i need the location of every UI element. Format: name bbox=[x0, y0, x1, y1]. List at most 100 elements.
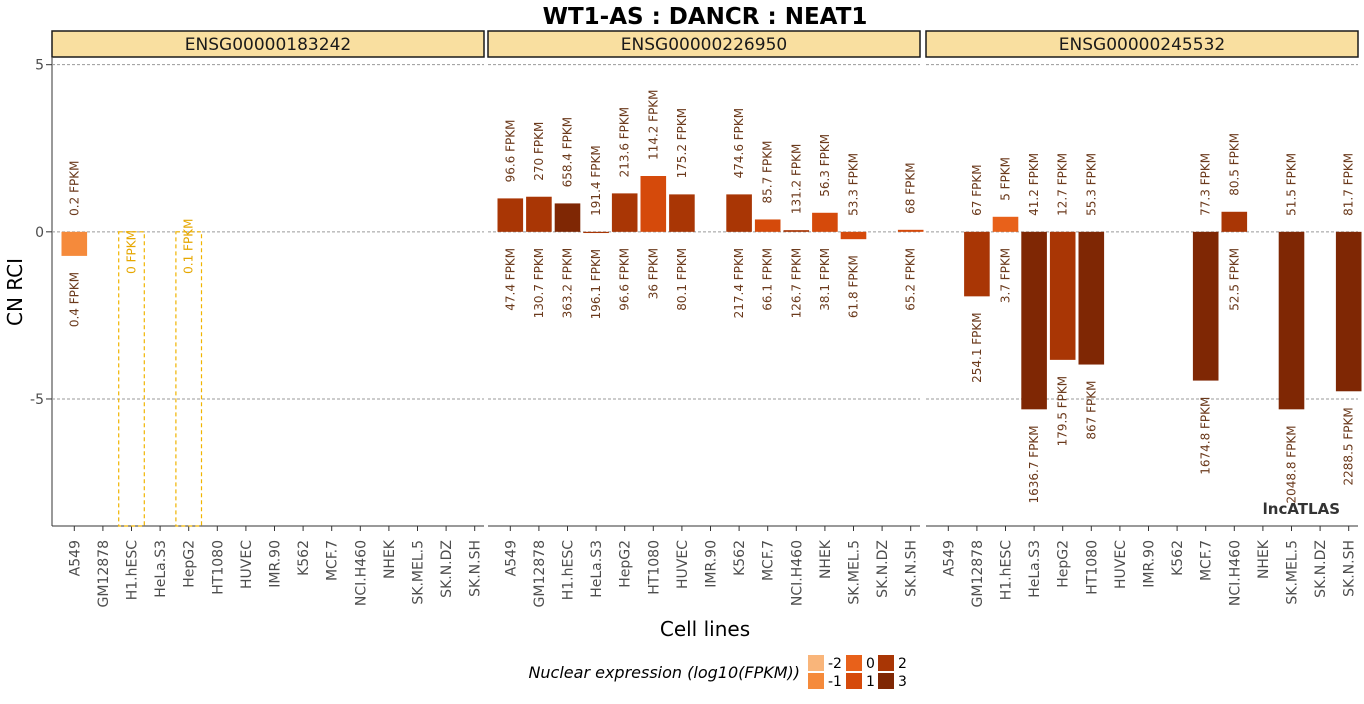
x-tick-label: A549 bbox=[67, 540, 83, 576]
x-tick-label: HT1080 bbox=[646, 540, 662, 595]
bar bbox=[1192, 231, 1219, 381]
y-tick-label: 5 bbox=[35, 58, 44, 74]
x-tick-label: SK.N.SH bbox=[904, 540, 920, 597]
bar bbox=[640, 176, 667, 232]
x-tick-label: SK.MEL.5 bbox=[847, 540, 863, 605]
bar bbox=[897, 229, 924, 232]
bar-cytoplasmic-label: 2288.5 FPKM bbox=[1342, 407, 1356, 485]
bar bbox=[1078, 231, 1105, 365]
facet-strip bbox=[51, 30, 485, 58]
x-tick-label: NHEK bbox=[1256, 539, 1272, 579]
legend-swatch bbox=[878, 655, 894, 671]
x-axis-title: Cell lines bbox=[660, 617, 750, 641]
bar-nuclear-label: 77.3 FPKM bbox=[1199, 153, 1213, 216]
x-tick-label: HUVEC bbox=[239, 540, 255, 589]
legend-key-label: -1 bbox=[828, 674, 842, 690]
bar-value-label: 0 FPKM bbox=[125, 230, 139, 274]
x-tick-label: SK.MEL.5 bbox=[1285, 540, 1301, 605]
bar-cytoplasmic-label: 66.1 FPKM bbox=[761, 248, 775, 311]
x-tick-label: HUVEC bbox=[1113, 540, 1129, 589]
x-tick-label: NCI.H460 bbox=[789, 540, 805, 606]
bar bbox=[1335, 231, 1362, 392]
bar-nuclear-label: 51.5 FPKM bbox=[1285, 153, 1299, 216]
bar-nuclear-label: 658.4 FPKM bbox=[561, 117, 575, 188]
bar-nuclear-label: 474.6 FPKM bbox=[732, 108, 746, 179]
x-tick-label: A549 bbox=[503, 540, 519, 576]
legend-key-label: -2 bbox=[828, 656, 842, 672]
bar bbox=[669, 194, 695, 232]
legend-key-label: 2 bbox=[898, 656, 907, 672]
bar-nuclear-label: 81.7 FPKM bbox=[1342, 153, 1356, 216]
x-tick-label: MCF.7 bbox=[325, 540, 341, 581]
legend-title: Nuclear expression (log10(FPKM)) bbox=[528, 663, 800, 682]
bar-nuclear-label: 41.2 FPKM bbox=[1027, 153, 1041, 216]
bar-nuclear-label: 96.6 FPKM bbox=[503, 119, 517, 182]
bar-cytoplasmic-label: 96.6 FPKM bbox=[618, 248, 632, 311]
bar-cytoplasmic-label: 363.2 FPKM bbox=[561, 248, 575, 319]
x-tick-label: H1.hESC bbox=[125, 540, 141, 600]
bar-empty bbox=[175, 231, 203, 527]
y-tick-label: 0 bbox=[35, 225, 44, 241]
bar bbox=[497, 198, 524, 232]
bar-nuclear-label: 5 FPKM bbox=[999, 157, 1013, 201]
x-tick-label: HeLa.S3 bbox=[1027, 540, 1043, 598]
bar-cytoplasmic-label: 80.1 FPKM bbox=[675, 248, 689, 311]
bar-nuclear-label: 80.5 FPKM bbox=[1227, 133, 1241, 196]
legend-key-label: 1 bbox=[866, 674, 875, 690]
x-tick-label: GM12878 bbox=[96, 540, 112, 607]
bar-nuclear-label: 175.2 FPKM bbox=[675, 108, 689, 179]
x-tick-label: SK.N.DZ bbox=[875, 540, 891, 598]
bar-cytoplasmic-label: 61.8 FPKM bbox=[847, 255, 861, 318]
bar bbox=[726, 194, 752, 232]
bar-nuclear-label: 0.2 FPKM bbox=[67, 161, 81, 216]
bar bbox=[840, 231, 867, 240]
x-tick-label: IMR.90 bbox=[268, 540, 284, 588]
x-tick-label: HeLa.S3 bbox=[153, 540, 169, 598]
bar-nuclear-label: 55.3 FPKM bbox=[1084, 153, 1098, 216]
bar-nuclear-label: 131.2 FPKM bbox=[789, 144, 803, 215]
bar bbox=[526, 196, 552, 232]
bar-nuclear-label: 12.7 FPKM bbox=[1056, 153, 1070, 216]
x-tick-label: IMR.90 bbox=[1142, 540, 1158, 588]
legend-swatch bbox=[846, 673, 862, 689]
bar-cytoplasmic-label: 47.4 FPKM bbox=[503, 248, 517, 311]
y-axis-title: CN RCI bbox=[3, 258, 27, 326]
x-tick-label: HUVEC bbox=[675, 540, 691, 589]
bar bbox=[1049, 231, 1076, 360]
legend-swatch bbox=[808, 673, 824, 689]
bar-cytoplasmic-label: 179.5 FPKM bbox=[1056, 376, 1070, 447]
x-tick-label: GM12878 bbox=[970, 540, 986, 607]
chart-title: WT1-AS : DANCR : NEAT1 bbox=[543, 4, 868, 30]
bar bbox=[1278, 231, 1305, 410]
bar-nuclear-label: 85.7 FPKM bbox=[761, 141, 775, 204]
bar-nuclear-label: 270 FPKM bbox=[532, 122, 546, 181]
x-tick-label: H1.hESC bbox=[999, 540, 1015, 600]
bar-nuclear-label: 114.2 FPKM bbox=[646, 89, 660, 160]
legend-key-label: 0 bbox=[866, 656, 875, 672]
x-tick-label: NCI.H460 bbox=[1227, 540, 1243, 606]
bar bbox=[992, 216, 1019, 232]
bar-cytoplasmic-label: 1636.7 FPKM bbox=[1027, 425, 1041, 503]
x-tick-label: SK.MEL.5 bbox=[411, 540, 427, 605]
bar-cytoplasmic-label: 126.7 FPKM bbox=[789, 248, 803, 319]
x-tick-label: SK.N.DZ bbox=[439, 540, 455, 598]
bar bbox=[611, 193, 638, 232]
x-tick-label: MCF.7 bbox=[1199, 540, 1215, 581]
x-tick-label: HT1080 bbox=[1084, 540, 1100, 595]
bar-cytoplasmic-label: 0.4 FPKM bbox=[67, 272, 81, 327]
facet-label: ENSG00000183242 bbox=[185, 35, 351, 55]
bar bbox=[812, 212, 838, 232]
y-tick-label: -5 bbox=[30, 392, 44, 408]
bar-cytoplasmic-label: 65.2 FPKM bbox=[904, 248, 918, 311]
legend-swatch bbox=[878, 673, 894, 689]
x-tick-label: NCI.H460 bbox=[353, 540, 369, 606]
bar-cytoplasmic-label: 254.1 FPKM bbox=[970, 312, 984, 383]
bar bbox=[754, 219, 781, 232]
bar-nuclear-label: 213.6 FPKM bbox=[618, 107, 632, 178]
legend-key-label: 3 bbox=[898, 674, 907, 690]
bar bbox=[1021, 231, 1047, 410]
x-tick-label: HepG2 bbox=[182, 540, 198, 588]
x-tick-label: SK.N.SH bbox=[468, 540, 484, 597]
x-tick-label: SK.N.DZ bbox=[1313, 540, 1329, 598]
